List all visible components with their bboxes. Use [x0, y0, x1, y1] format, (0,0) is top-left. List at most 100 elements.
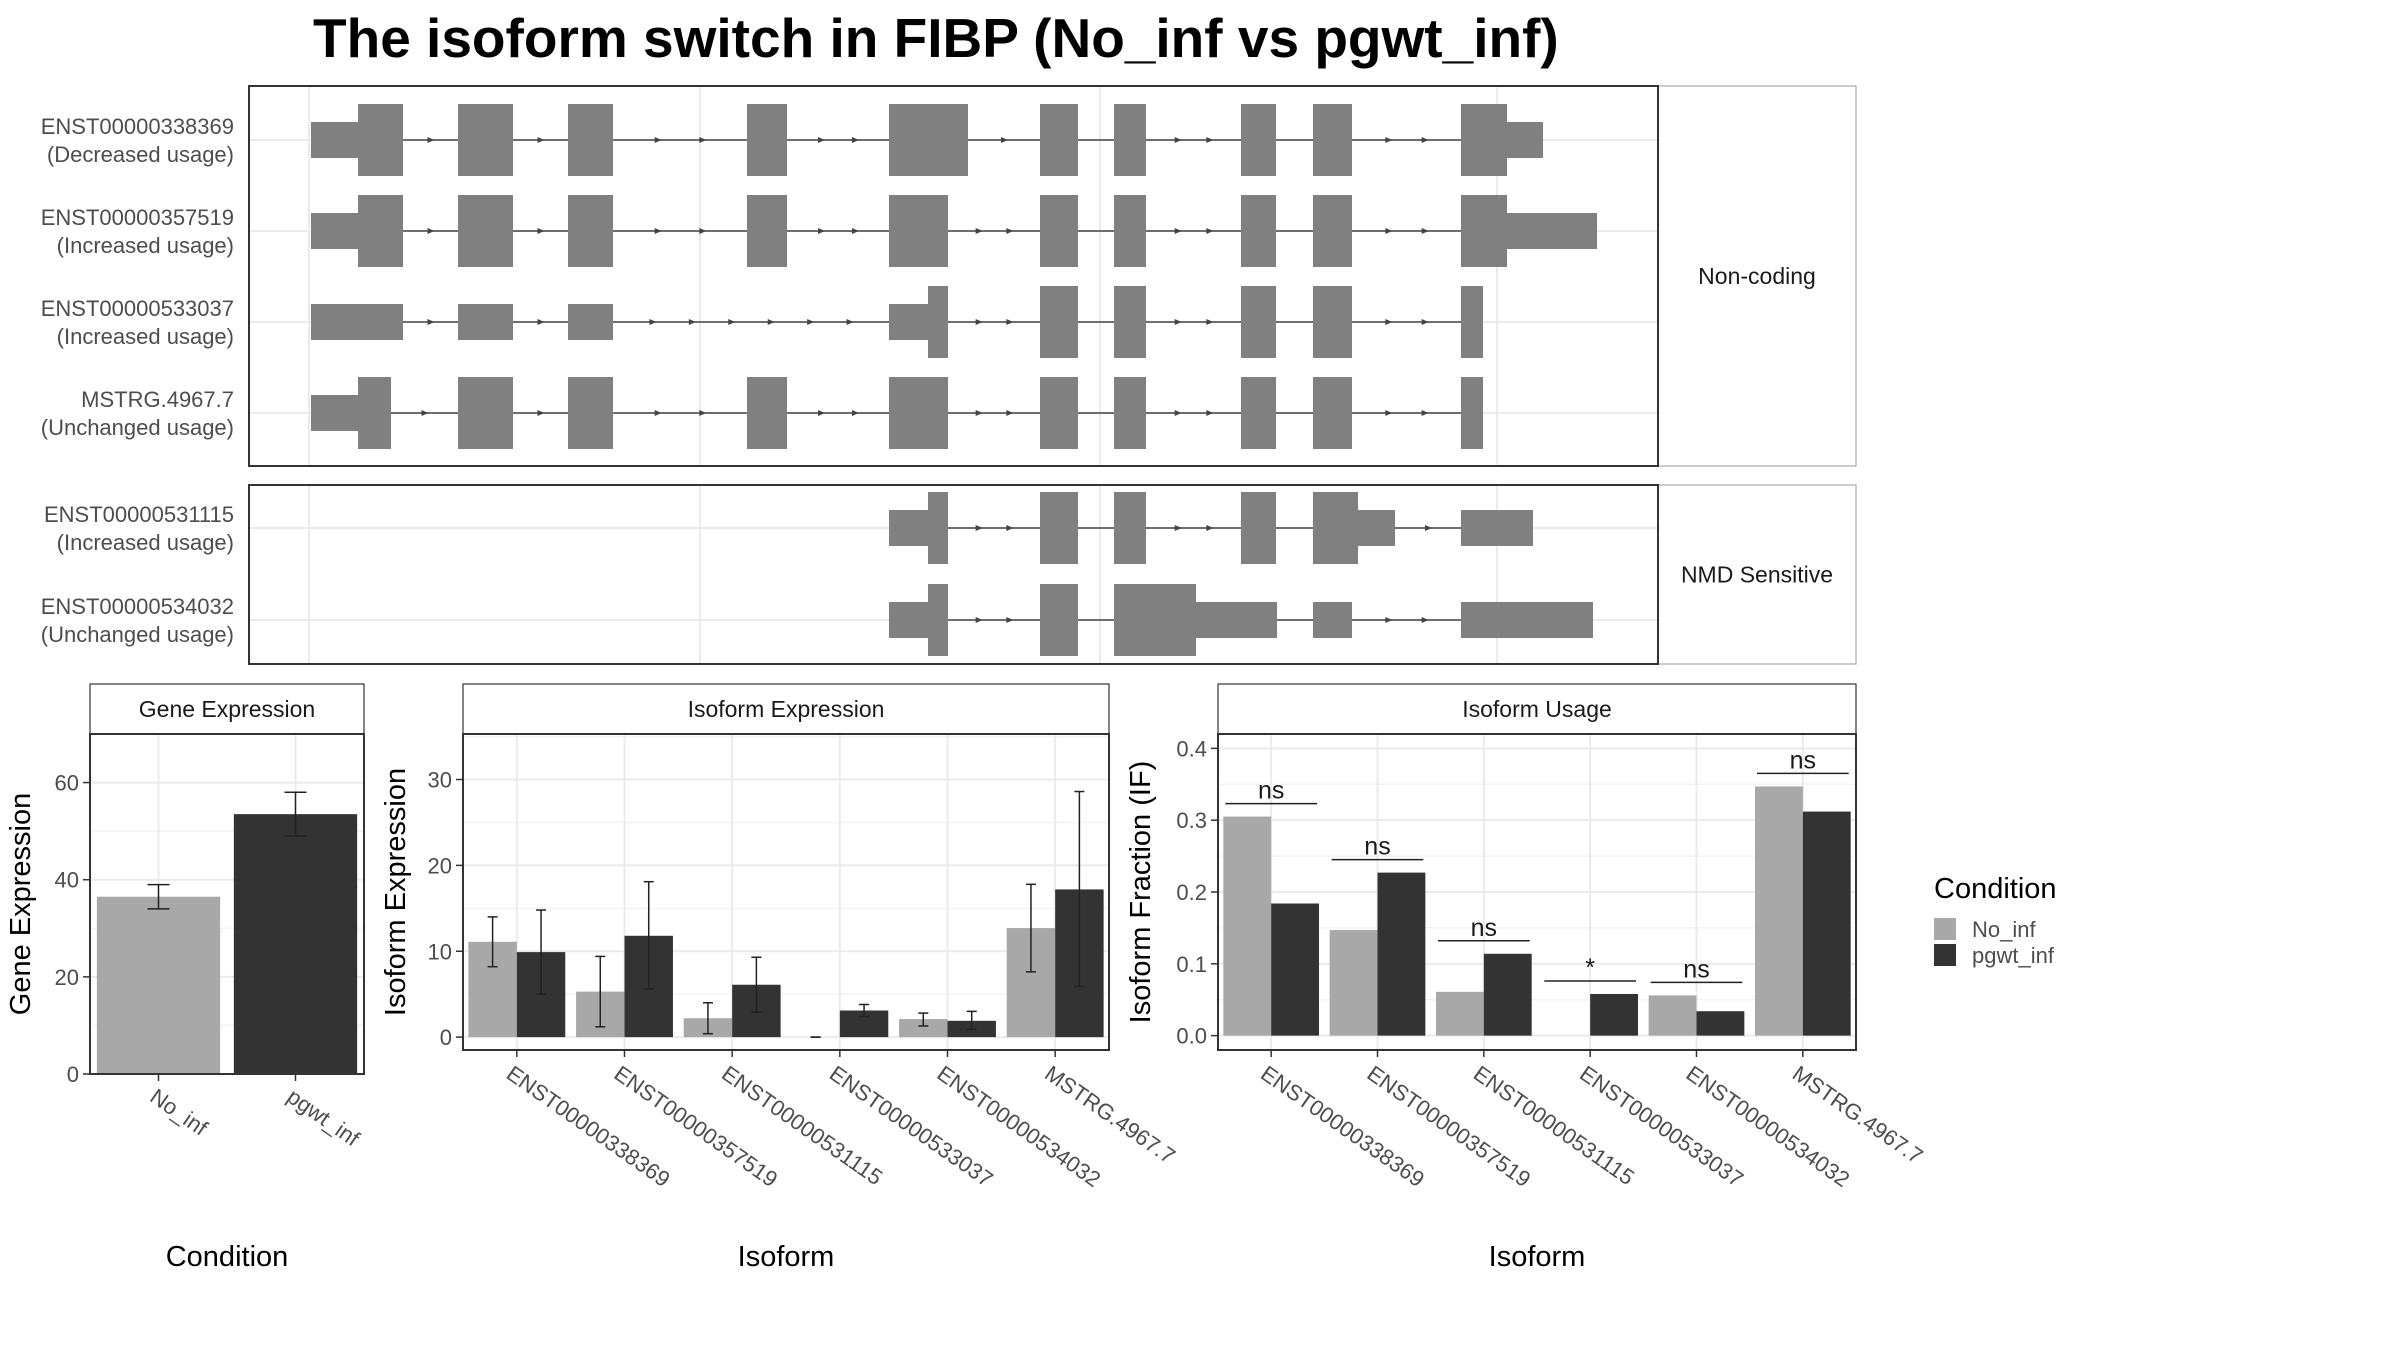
coding-exon [1313, 286, 1352, 358]
intron-arrow [975, 228, 983, 234]
y-tick-label: 0 [440, 1025, 452, 1050]
isoform-id-label: ENST00000534032 [41, 594, 234, 619]
utr-exon [311, 304, 403, 340]
coding-exon [1461, 195, 1507, 267]
y-tick-label: 60 [55, 771, 79, 796]
isoform-usage-chart: Isoform Usage0.00.10.20.30.4nsENST000003… [1125, 683, 1928, 1273]
coding-exon [1040, 492, 1078, 564]
y-tick-label: 30 [428, 768, 452, 793]
coding-exon [358, 195, 403, 267]
intron-arrow [654, 410, 662, 416]
utr-exon [1461, 510, 1533, 546]
gene-expression-chart: Gene Expression 0 20 40 60 No_inf pgwt_inf Cond… [5, 683, 365, 1273]
coding-exon [747, 377, 787, 449]
intron-arrow [1385, 617, 1393, 623]
legend-label-pgwt_inf: pgwt_inf [1972, 943, 2055, 968]
intron-arrow [537, 228, 545, 234]
bar-pgwt_inf [1590, 993, 1639, 1036]
y-tick-label: 10 [428, 939, 452, 964]
y-axis-title: Gene Expression [5, 793, 37, 1015]
utr-exon [568, 304, 613, 340]
figure-title: The isoform switch in FIBP (No_inf vs pg… [313, 7, 1559, 69]
coding-exon [1040, 286, 1078, 358]
significance-label: ns [1471, 914, 1497, 942]
x-tick-label: No_inf [146, 1084, 213, 1141]
coding-exon [1040, 377, 1078, 449]
coding-exon [889, 195, 948, 267]
intron-arrow [1174, 319, 1182, 325]
coding-exon [1313, 492, 1358, 564]
isoform-usage-label: (Increased usage) [57, 530, 234, 555]
intron-arrow [1206, 228, 1214, 234]
intron-arrow [1206, 525, 1214, 531]
intron-arrow [1206, 137, 1214, 143]
coding-exon [568, 104, 613, 176]
coding-exon [1461, 104, 1507, 176]
intron-arrow [537, 137, 545, 143]
bar-pgwt_inf [1483, 953, 1532, 1036]
strip-box [1657, 85, 1857, 467]
x-axis-title: Isoform [738, 1241, 835, 1273]
coding-exon [1040, 195, 1078, 267]
isoform-id-label: ENST00000338369 [41, 114, 234, 139]
utr-exon [458, 304, 513, 340]
x-tick-label: pgwt_inf [283, 1084, 365, 1152]
intron-arrow [1421, 137, 1429, 143]
intron-arrow [1206, 319, 1214, 325]
coding-exon [747, 195, 787, 267]
intron-arrow [1421, 410, 1429, 416]
isoform-usage-label: (Unchanged usage) [41, 415, 234, 440]
intron-arrow [688, 319, 696, 325]
intron-arrow [975, 319, 983, 325]
intron-arrow [728, 319, 736, 325]
intron-arrow [699, 228, 707, 234]
y-axis-title: Isoform Expression [380, 768, 412, 1016]
coding-exon [1241, 377, 1276, 449]
coding-exon [1241, 286, 1276, 358]
isoform-structure-panels: ENST00000338369 (Decreased usage) ENST0000… [41, 85, 1857, 665]
utr-exon [889, 510, 928, 546]
intron-arrow [1006, 228, 1014, 234]
coding-exon [1313, 377, 1352, 449]
gene-expression-bar [96, 896, 221, 1074]
intron-arrow [852, 410, 859, 416]
intron-arrow [1006, 319, 1014, 325]
coding-exon [889, 104, 968, 176]
y-tick-label: 0.3 [1176, 808, 1207, 833]
y-tick-label: 0.0 [1176, 1024, 1207, 1049]
significance-label: ns [1790, 746, 1816, 774]
y-tick-label: 20 [428, 853, 452, 878]
coding-exon [928, 286, 948, 358]
isoform-id-label: ENST00000357519 [41, 205, 234, 230]
intron-arrow [807, 319, 815, 325]
isoform-usage-label: (Increased usage) [57, 233, 234, 258]
coding-exon [358, 104, 403, 176]
intron-arrow [1206, 410, 1214, 416]
utr-exon [1507, 213, 1597, 249]
panel-border [462, 733, 1110, 1051]
intron-arrow [1421, 228, 1429, 234]
intron-arrow [1006, 525, 1014, 531]
intron-arrow [699, 137, 707, 143]
intron-arrow [1174, 228, 1182, 234]
intron-arrow [1385, 410, 1393, 416]
bar-No_inf [1648, 995, 1697, 1036]
y-axis-title: Isoform Fraction (IF) [1125, 761, 1157, 1024]
intron-arrow [427, 319, 435, 325]
utr-exon [889, 304, 928, 340]
utr-exon [1461, 602, 1593, 638]
isoform-usage-label: (Unchanged usage) [41, 622, 234, 647]
intron-arrow [1385, 137, 1393, 143]
panel-strip-title: Isoform Usage [1462, 696, 1612, 722]
bar-No_inf [1223, 816, 1272, 1036]
utr-exon [311, 213, 358, 249]
panel-strip-title: Isoform Expression [688, 696, 885, 722]
coding-exon [458, 377, 513, 449]
coding-exon [568, 195, 613, 267]
y-tick-label: 40 [55, 868, 79, 893]
intron-arrow [1425, 525, 1432, 531]
intron-arrow [852, 137, 859, 143]
intron-arrow [1006, 410, 1014, 416]
